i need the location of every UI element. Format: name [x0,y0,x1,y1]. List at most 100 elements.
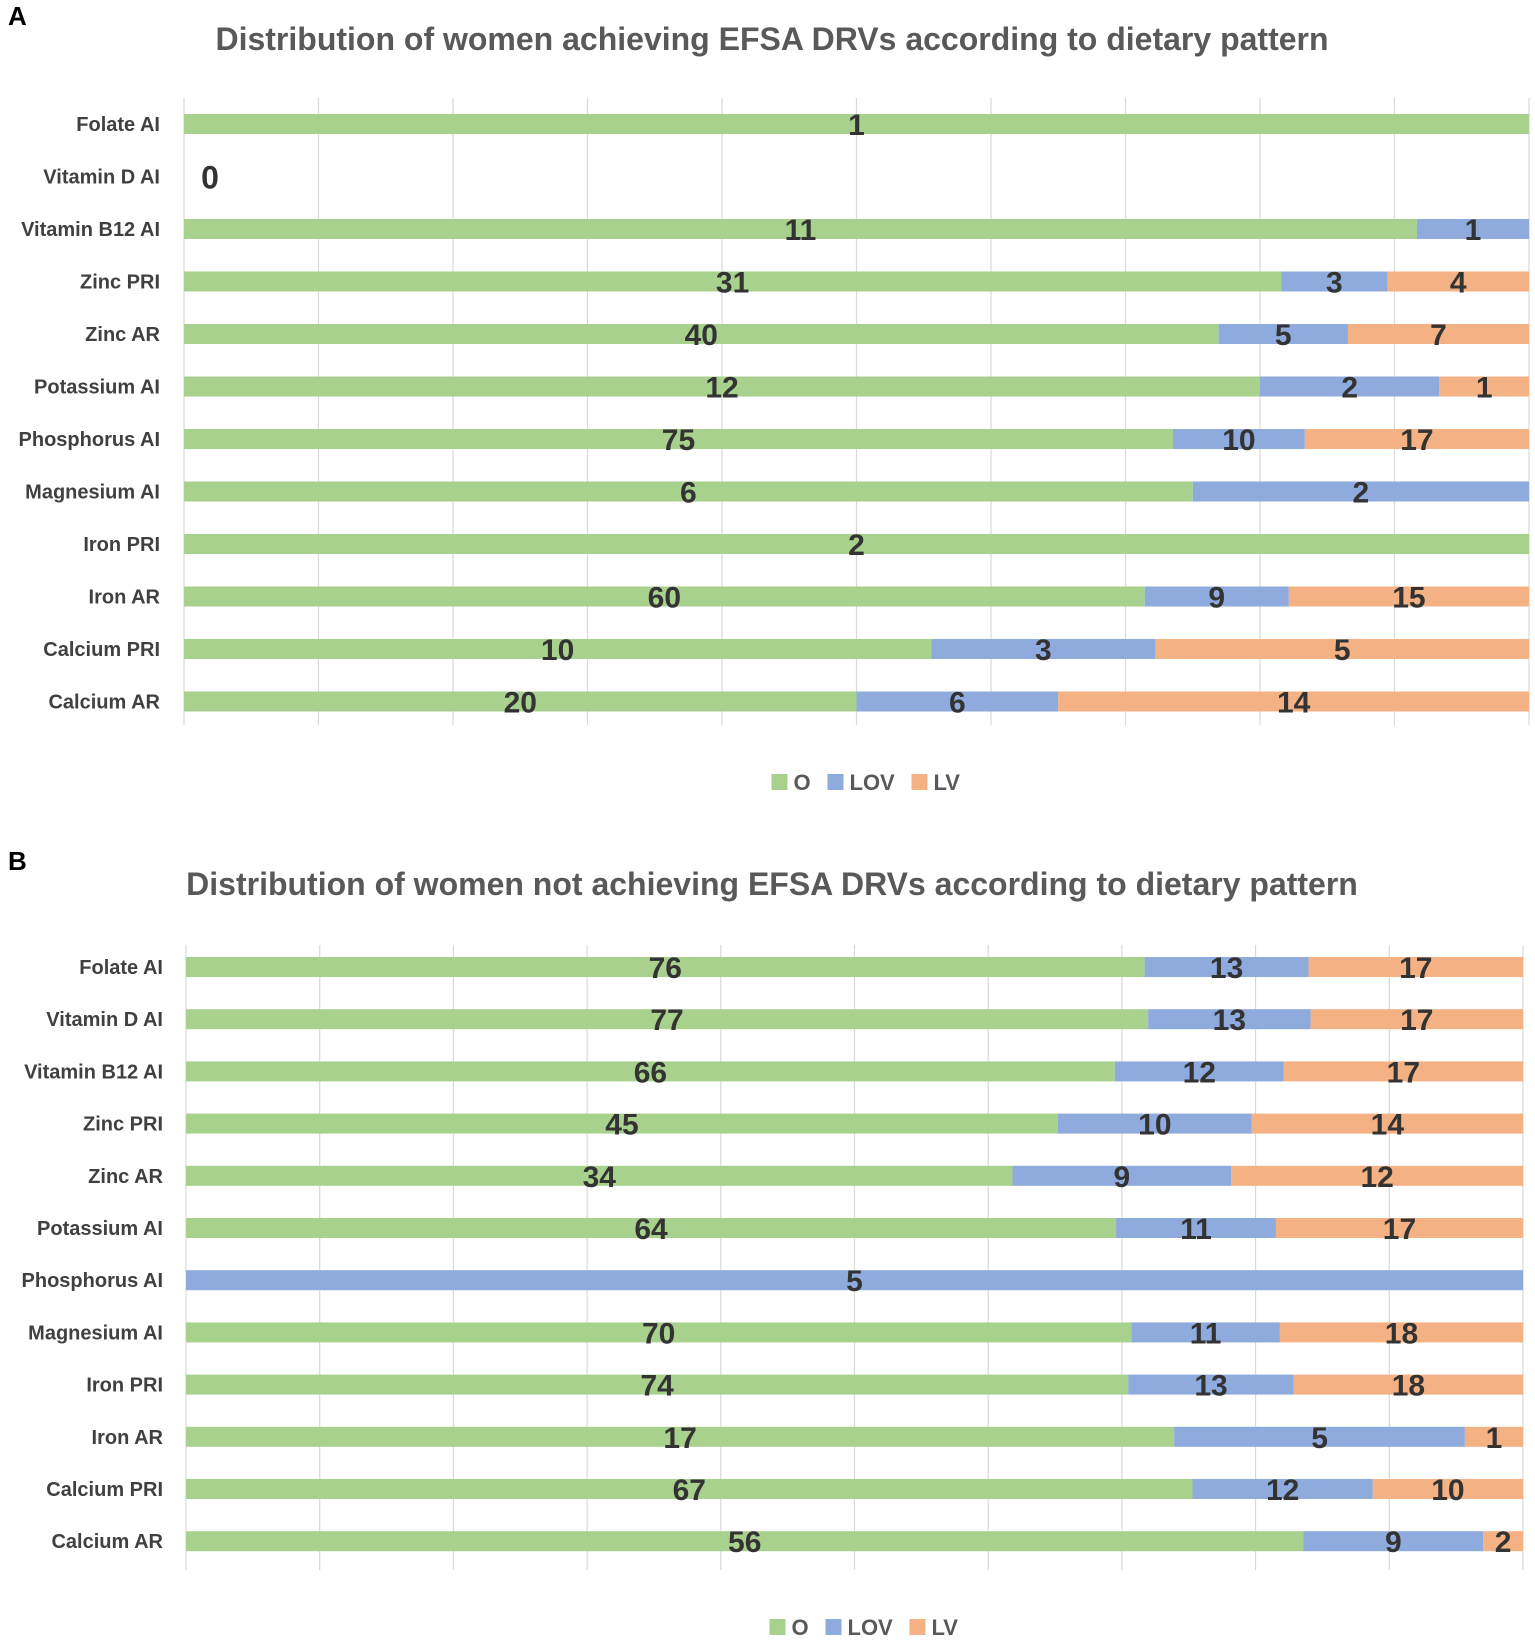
bar-o-potassium-ai [184,376,1260,397]
bar-o-potassium-ai [186,1218,1117,1238]
bar-lv-magnesium-ai [1279,1322,1523,1343]
bar-lv-zinc-ar [1231,1165,1523,1186]
bar-o-zinc-ar [184,324,1219,344]
category-label-vitamin-d-ai: Vitamin D AI [46,1009,163,1031]
bar-o-iron-ar [184,586,1145,607]
bar-lov-folate-ai [1144,957,1309,977]
category-label-vitamin-b12-ai: Vitamin B12 AI [24,1061,163,1083]
data-label-lov-zinc-pri: 10 [1138,1109,1171,1142]
bar-o-iron-pri [186,1374,1129,1395]
data-label-lov-vitamin-b12-ai: 1 [1465,214,1482,247]
data-label-lov-zinc-pri: 3 [1326,267,1343,300]
bar-o-iron-ar [186,1426,1175,1447]
data-label-lv-iron-pri: 18 [1392,1370,1425,1403]
bar-lv-zinc-ar [1347,324,1529,344]
bar-lv-folate-ai [1308,957,1523,977]
category-label-zinc-ar: Zinc AR [88,1166,163,1188]
bar-lov-calcium-ar [1303,1531,1484,1552]
bar-lov-zinc-pri [1281,271,1388,292]
category-label-iron-pri: Iron PRI [86,1375,163,1397]
data-label-o-magnesium-ai: 70 [642,1317,675,1350]
bar-o-calcium-ar [184,691,857,712]
bar-lov-vitamin-b12-ai [1114,1061,1284,1082]
chart-panel-a: A Distribution of women achieving EFSA DR… [8,1,1530,795]
bar-o-iron-pri [184,534,1529,554]
panel-letter: A [8,1,27,31]
data-label-lov-potassium-ai: 2 [1341,372,1358,405]
bar-o-calcium-pri [184,639,932,659]
bar-lv-phosphorus-ai [1304,429,1529,449]
legend-label-o: O [792,1615,809,1640]
bar-lov-potassium-ai [1116,1218,1276,1238]
category-label-calcium-pri: Calcium PRI [46,1479,163,1501]
bar-lov-calcium-pri [1192,1479,1373,1499]
legend-swatch-lv [909,1619,926,1635]
data-label-o-phosphorus-ai: 75 [662,424,695,457]
bar-o-vitamin-b12-ai [184,219,1417,239]
bar-lov-calcium-ar [856,691,1059,712]
data-label-lv-zinc-pri: 14 [1371,1109,1405,1142]
bar-lov-phosphorus-ai [1172,429,1305,449]
data-label-lov-vitamin-d-ai: 13 [1213,1004,1246,1037]
legend: O LOV LV [771,770,960,795]
data-label-lv-calcium-ar: 2 [1495,1526,1512,1559]
data-label-lv-potassium-ai: 1 [1476,372,1493,405]
bar-lv-iron-ar [1464,1426,1523,1447]
legend-label-o: O [794,770,811,795]
bar-lv-potassium-ai [1275,1218,1523,1238]
category-label-calcium-ar: Calcium AR [48,692,160,714]
panel-letter: B [8,846,27,876]
data-label-o-potassium-ai: 12 [705,372,738,405]
data-label-lov-calcium-pri: 3 [1035,634,1052,667]
bar-lov-iron-pri [1128,1374,1294,1395]
data-label-lv-iron-ar: 15 [1392,582,1425,615]
legend-label-lv: LV [932,1615,959,1640]
legend-swatch-lov [825,1619,842,1635]
legend: O LOV LV [769,1615,959,1640]
data-label-o-folate-ai: 1 [848,109,865,142]
category-label-zinc-pri: Zinc PRI [80,272,160,294]
category-label-calcium-ar: Calcium AR [51,1531,163,1553]
category-label-zinc-ar: Zinc AR [85,324,160,346]
bar-o-zinc-pri [186,1113,1058,1134]
bar-lv-potassium-ai [1439,376,1529,397]
data-label-o-calcium-ar: 56 [728,1526,761,1559]
category-label-vitamin-b12-ai: Vitamin B12 AI [21,219,160,241]
bar-o-vitamin-d-ai [186,1009,1149,1030]
data-label-o-zinc-pri: 31 [716,267,749,300]
bar-o-magnesium-ai [184,481,1193,502]
data-label-lv-vitamin-b12-ai: 17 [1387,1056,1420,1089]
bar-o-zinc-pri [184,271,1282,292]
data-label-o-iron-ar: 60 [648,582,681,615]
bar-lov-zinc-ar [1012,1165,1232,1186]
bar-lv-vitamin-d-ai [1310,1009,1523,1030]
data-label-lov-calcium-pri: 12 [1266,1474,1299,1507]
data-label-o-vitamin-b12-ai: 66 [634,1056,667,1089]
bar-lov-calcium-pri [931,639,1156,659]
bar-lov-magnesium-ai [1192,481,1529,502]
bar-lov-magnesium-ai [1131,1322,1280,1343]
data-label-lv-phosphorus-ai: 17 [1400,424,1433,457]
data-label-lv-folate-ai: 17 [1399,952,1432,985]
legend-swatch-o [771,774,788,790]
data-label-o-iron-ar: 17 [663,1422,696,1455]
bar-lov-zinc-ar [1218,324,1348,344]
data-label-lov-iron-ar: 5 [1311,1422,1328,1455]
data-label-lov-calcium-ar: 9 [1385,1526,1402,1559]
data-label-o-zinc-pri: 45 [605,1109,638,1142]
data-label-lv-zinc-pri: 4 [1450,267,1467,300]
legend-swatch-lv [911,774,928,790]
bar-lv-zinc-pri [1387,271,1529,292]
data-label-lv-vitamin-d-ai: 17 [1400,1004,1433,1037]
category-label-phosphorus-ai: Phosphorus AI [19,429,160,451]
bar-lov-iron-ar [1174,1426,1465,1447]
category-label-vitamin-d-ai: Vitamin D AI [43,167,160,189]
data-label-o-calcium-pri: 10 [541,634,574,667]
data-label-lov-zinc-ar: 5 [1275,319,1292,352]
category-label-zinc-pri: Zinc PRI [83,1114,163,1136]
bar-o-calcium-pri [186,1479,1193,1499]
data-label-lv-zinc-ar: 7 [1430,319,1447,352]
annotation-vitamin-d-ai: 0 [201,160,219,196]
bar-lov-vitamin-d-ai [1148,1009,1311,1030]
